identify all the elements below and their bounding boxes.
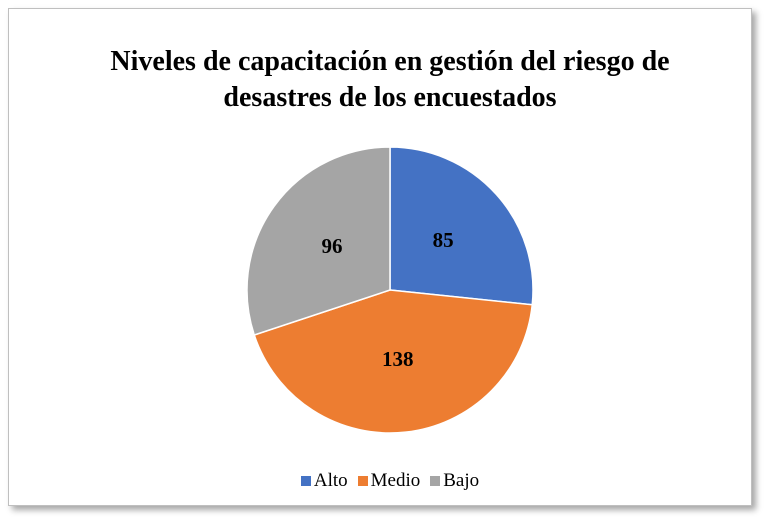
data-label: 138 <box>382 347 414 371</box>
pie-slice <box>253 289 534 434</box>
legend-swatch <box>430 476 441 486</box>
chart-title: Niveles de capacitación en gestión del r… <box>110 46 670 113</box>
legend-label: Alto <box>313 470 348 491</box>
legend: Alto Medio Bajo <box>0 470 764 492</box>
pie-slice <box>389 146 534 306</box>
legend-swatch <box>357 476 368 486</box>
legend-label: Bajo <box>443 470 480 491</box>
data-label: 85 <box>433 228 454 252</box>
legend-label: Medio <box>370 470 421 491</box>
legend-item: Alto <box>300 470 348 492</box>
legend-swatch <box>300 476 311 486</box>
pie-slice <box>246 146 391 336</box>
data-label: 96 <box>322 234 343 258</box>
legend-item: Bajo <box>430 470 479 492</box>
legend-item: Medio <box>357 470 421 492</box>
